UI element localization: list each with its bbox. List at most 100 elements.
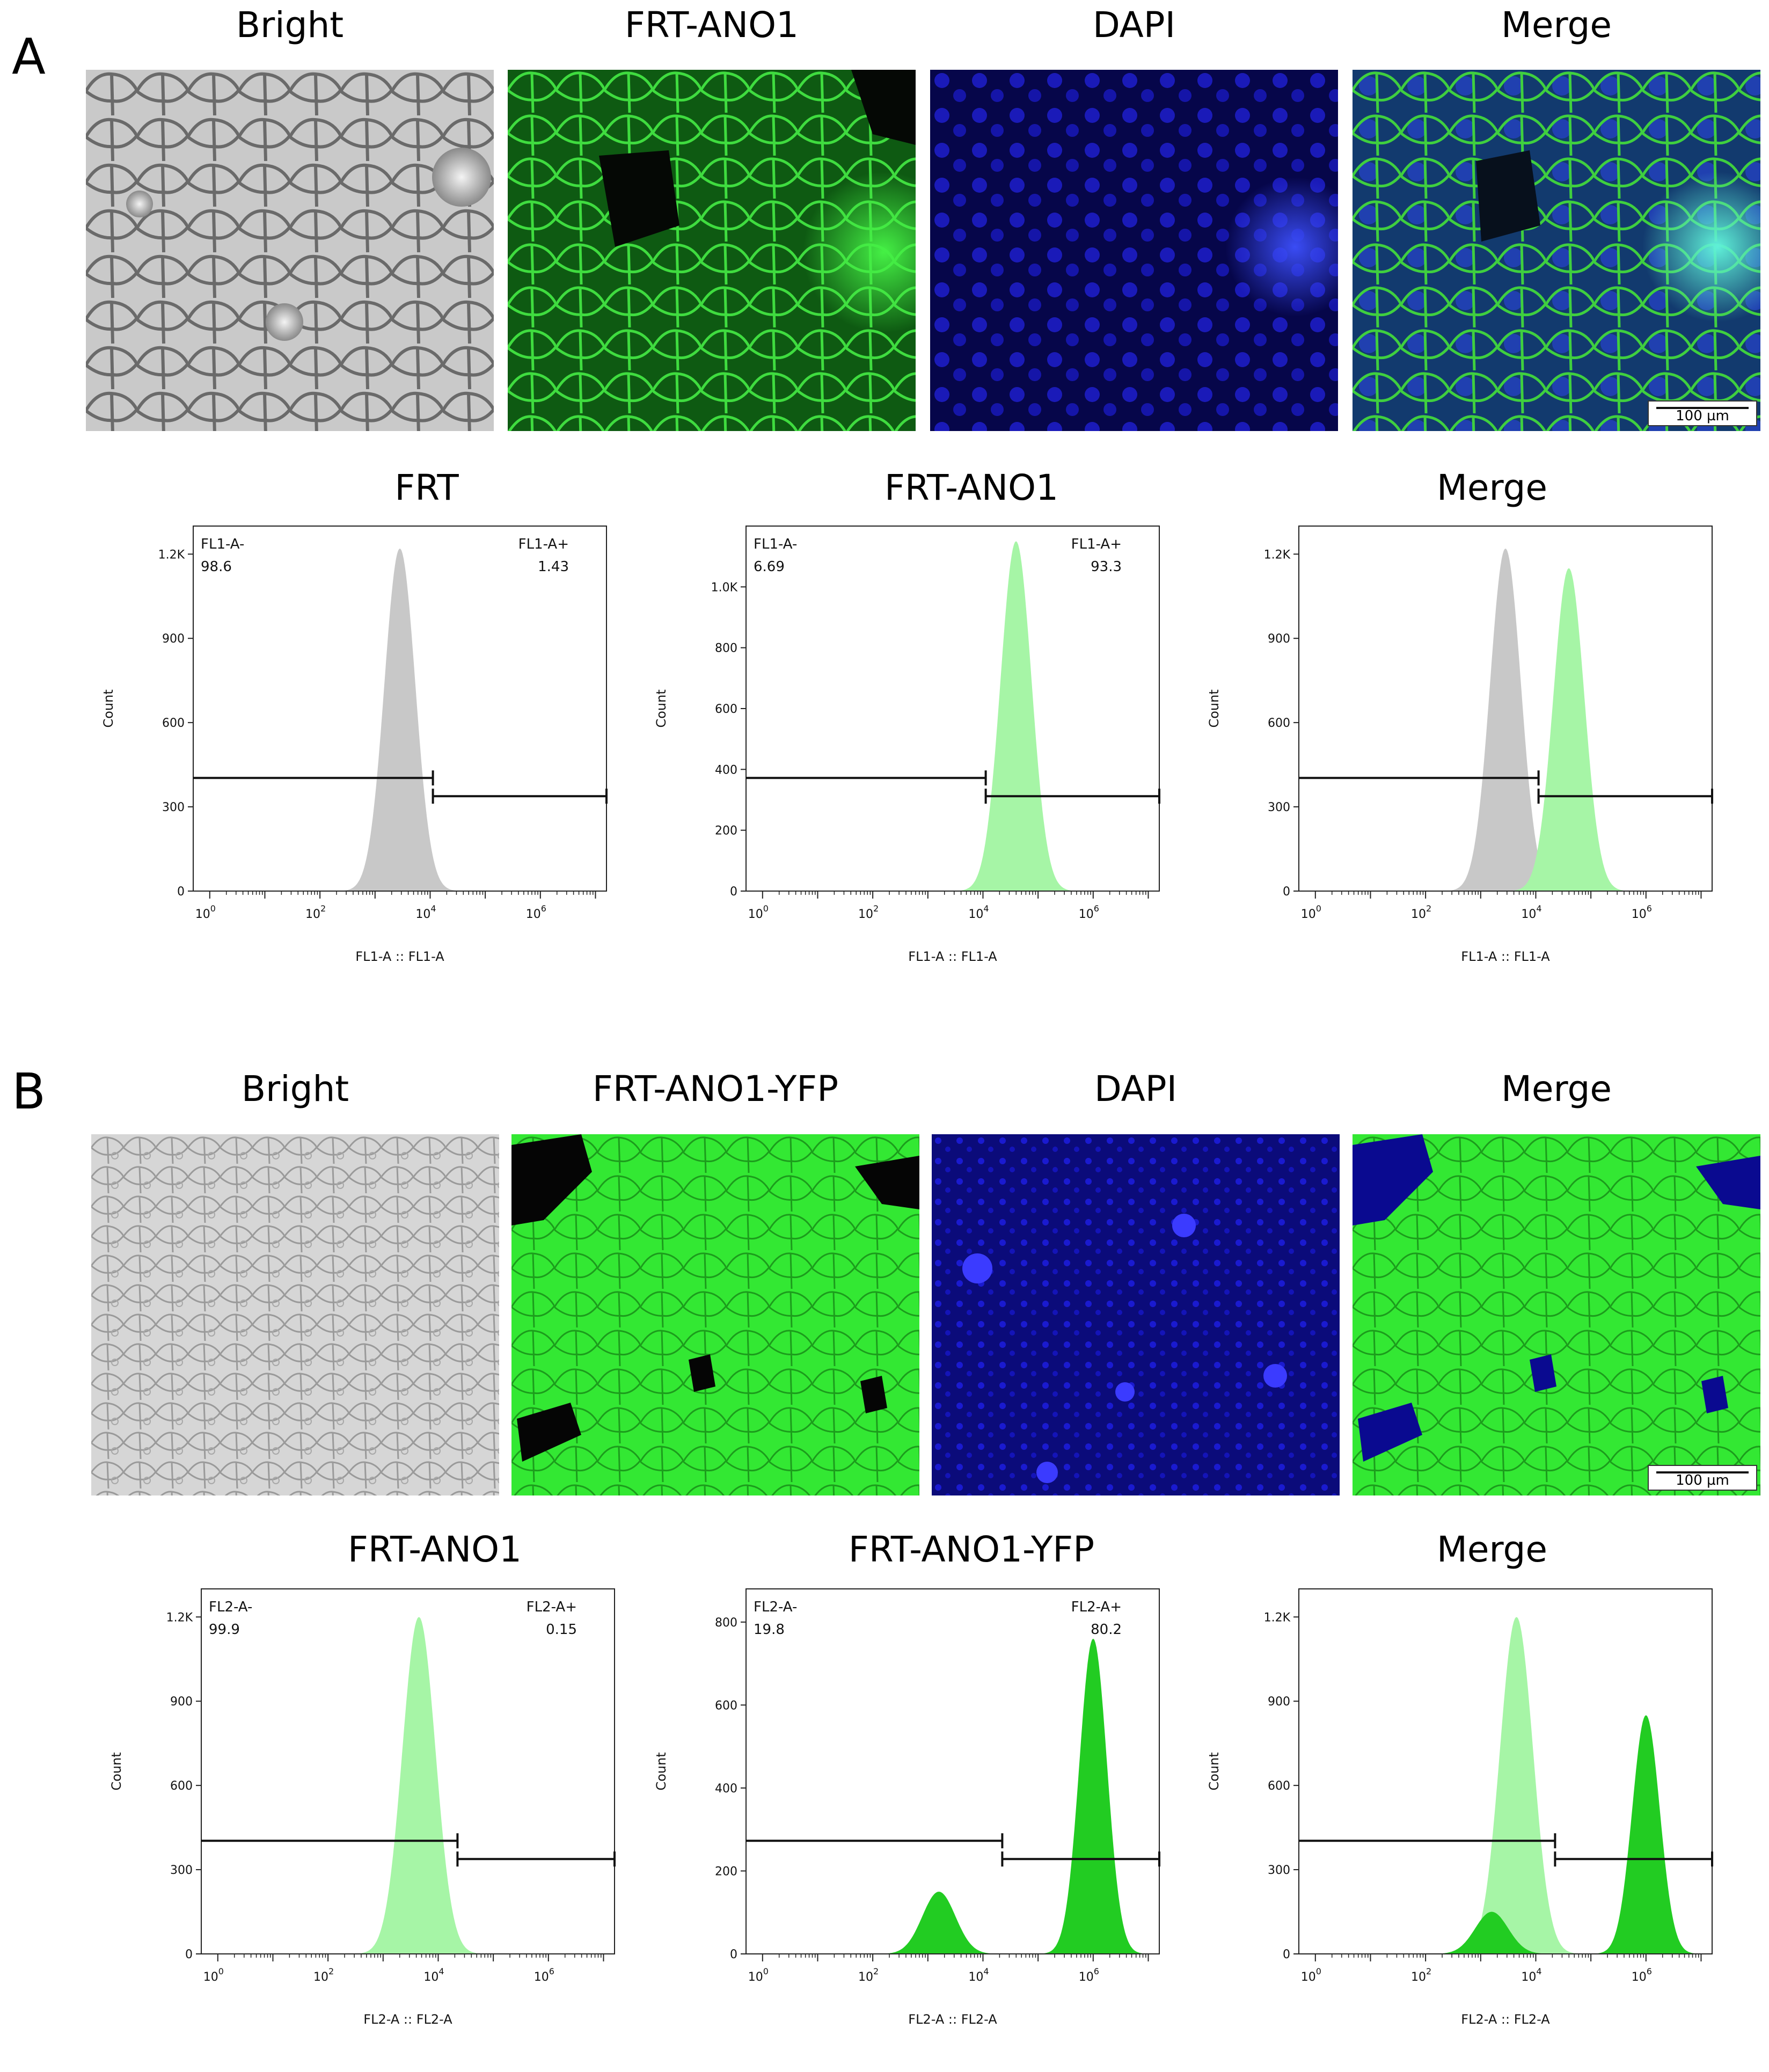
- hist-3-frame: [201, 1588, 615, 1954]
- hist-2-xlabel: FL1-A :: FL1-A: [1461, 949, 1550, 964]
- hist-0-series-0: [193, 549, 606, 891]
- title-b-bright: Bright: [241, 1068, 349, 1110]
- hist-2-ylabel: Count: [1207, 689, 1222, 727]
- hist-4-gate-right-label: FL2-A+: [1071, 1599, 1122, 1615]
- micrograph-a-frt-ano1: [508, 70, 916, 431]
- hist-1-ytick-3: 600: [715, 703, 737, 716]
- hist-1-xtick-0: 100: [748, 903, 769, 921]
- hist-5-series-0: [1299, 1617, 1712, 1954]
- micrograph-a-bright: [86, 70, 494, 431]
- hist-4-xtick-2: 104: [968, 1966, 989, 1984]
- histogram-b-frt-ano1-yfp: 0 200 400 600 800 100 102 104 106 FL2-A :: FL2-A C…: [633, 1578, 1170, 2072]
- hist-4-xlabel: FL2-A :: FL2-A: [908, 2012, 997, 2027]
- hist-3-ytick-4: 1.2K: [166, 1611, 193, 1624]
- hist-3-ytick-2: 600: [170, 1779, 193, 1793]
- hist-0-ytick-2: 600: [162, 717, 185, 730]
- hist-title-a-frt-ano1: FRT-ANO1: [884, 467, 1059, 508]
- title-a-frt-ano1: FRT-ANO1: [624, 4, 799, 46]
- hist-1-gate-right-label: FL1-A+: [1071, 536, 1122, 552]
- micrograph-b-dapi: [932, 1134, 1340, 1495]
- hist-2-gate-right: [1537, 789, 1713, 804]
- hist-0-xtick-1: 102: [305, 903, 326, 921]
- hist-0-gate-right: [432, 789, 608, 804]
- hist-1-ytick-2: 400: [715, 763, 737, 777]
- hist-title-a-merge: Merge: [1436, 467, 1548, 508]
- hist-5-ylabel: Count: [1207, 1752, 1222, 1790]
- hist-3-gate-right-value: 0.15: [546, 1622, 577, 1638]
- hist-1-ytick-1: 200: [715, 825, 737, 838]
- histogram-a-frt: 0 300 600 900 1.2K 100 102 104 106 FL1-A :: FL1-A…: [81, 515, 617, 1009]
- hist-3-gate-left-value: 99.9: [209, 1622, 240, 1638]
- hist-2-frame: [1298, 526, 1713, 892]
- micrograph-b-frt-ano1-yfp: [511, 1134, 919, 1495]
- hist-5-xtick-1: 102: [1411, 1966, 1431, 1984]
- hist-1-xlabel: FL1-A :: FL1-A: [908, 949, 997, 964]
- hist-title-a-frt: FRT: [394, 467, 459, 508]
- histogram-b-merge: 0 300 600 900 1.2K 100 102 104 106 FL2-A :: FL2-A…: [1186, 1578, 1723, 2072]
- hist-2-ytick-1: 300: [1268, 801, 1290, 814]
- hist-2-gate-left: [1299, 770, 1540, 786]
- hist-2-xtick-2: 104: [1521, 903, 1541, 921]
- micrograph-a-merge: 100 µm: [1353, 70, 1760, 431]
- hist-0-gate-left: [193, 770, 434, 786]
- hist-1-xtick-1: 102: [858, 903, 879, 921]
- hist-5-ytick-3: 900: [1268, 1695, 1290, 1709]
- hist-3-ytick-0: 0: [185, 1948, 193, 1961]
- hist-2-series-0: [1299, 549, 1712, 891]
- hist-3-gate-right-label: FL2-A+: [527, 1599, 577, 1615]
- hist-4-gate-right: [1001, 1851, 1160, 1867]
- hist-3-xlabel: FL2-A :: FL2-A: [363, 2012, 452, 2027]
- hist-1-gate-right: [984, 789, 1160, 804]
- title-a-bright: Bright: [236, 4, 344, 46]
- hist-4-frame: [745, 1588, 1160, 1954]
- hist-1-gate-right-value: 93.3: [1091, 559, 1122, 575]
- hist-3-xtick-0: 100: [203, 1966, 224, 1984]
- hist-1-gate-left: [746, 770, 987, 786]
- hist-4-gate-right-value: 80.2: [1091, 1622, 1122, 1638]
- hist-3-gate-left: [201, 1833, 459, 1849]
- hist-0-ylabel: Count: [101, 689, 116, 727]
- hist-title-b-merge: Merge: [1436, 1529, 1548, 1570]
- micrograph-a-dapi: [930, 70, 1338, 431]
- hist-0-gate-right-value: 1.43: [538, 559, 569, 575]
- hist-1-ytick-4: 800: [715, 642, 737, 655]
- hist-title-b-frt-ano1-yfp: FRT-ANO1-YFP: [848, 1529, 1095, 1570]
- hist-3-ytick-3: 900: [170, 1695, 193, 1709]
- hist-5-xtick-3: 106: [1632, 1966, 1652, 1984]
- scalebar-a-label: 100 µm: [1676, 408, 1729, 424]
- hist-2-ytick-2: 600: [1268, 717, 1290, 730]
- hist-3-xtick-1: 102: [313, 1966, 334, 1984]
- hist-0-frame: [193, 526, 607, 892]
- hist-3-xtick-3: 106: [534, 1966, 554, 1984]
- hist-3-series-0: [201, 1617, 615, 1954]
- hist-0-gate-right-label: FL1-A+: [518, 536, 569, 552]
- title-a-merge: Merge: [1501, 4, 1612, 46]
- title-a-dapi: DAPI: [1092, 4, 1176, 46]
- hist-5-series-1: [1299, 1715, 1712, 1954]
- hist-1-ytick-0: 0: [730, 885, 737, 899]
- hist-2-ytick-0: 0: [1283, 885, 1290, 899]
- panel-b-label: B: [12, 1063, 46, 1120]
- hist-0-xlabel: FL1-A :: FL1-A: [355, 949, 444, 964]
- histogram-a-merge: 0 300 600 900 1.2K 100 102 104 106 FL1-A :: FL1-A…: [1186, 515, 1723, 1009]
- hist-3-gate-left-label: FL2-A-: [209, 1599, 252, 1615]
- title-b-dapi: DAPI: [1094, 1068, 1178, 1110]
- hist-1-gate-left-value: 6.69: [754, 559, 785, 575]
- hist-5-ytick-2: 600: [1268, 1779, 1290, 1793]
- hist-5-xlabel: FL2-A :: FL2-A: [1461, 2012, 1550, 2027]
- title-b-frt-ano1-yfp: FRT-ANO1-YFP: [592, 1068, 839, 1110]
- panel-a-label: A: [12, 28, 46, 85]
- hist-4-ylabel: Count: [654, 1752, 669, 1790]
- hist-1-xtick-2: 104: [968, 903, 989, 921]
- hist-0-ytick-0: 0: [177, 885, 185, 899]
- hist-4-gate-left-value: 19.8: [754, 1622, 785, 1638]
- scalebar-a: 100 µm: [1648, 400, 1757, 426]
- hist-0-gate-left-value: 98.6: [201, 559, 232, 575]
- hist-0-xtick-2: 104: [415, 903, 436, 921]
- hist-2-xtick-3: 106: [1632, 903, 1652, 921]
- hist-2-xtick-1: 102: [1411, 903, 1431, 921]
- hist-4-ytick-3: 600: [715, 1699, 737, 1712]
- hist-4-ytick-1: 200: [715, 1865, 737, 1878]
- hist-1-frame: [745, 526, 1160, 892]
- hist-4-gate-left: [746, 1833, 1004, 1849]
